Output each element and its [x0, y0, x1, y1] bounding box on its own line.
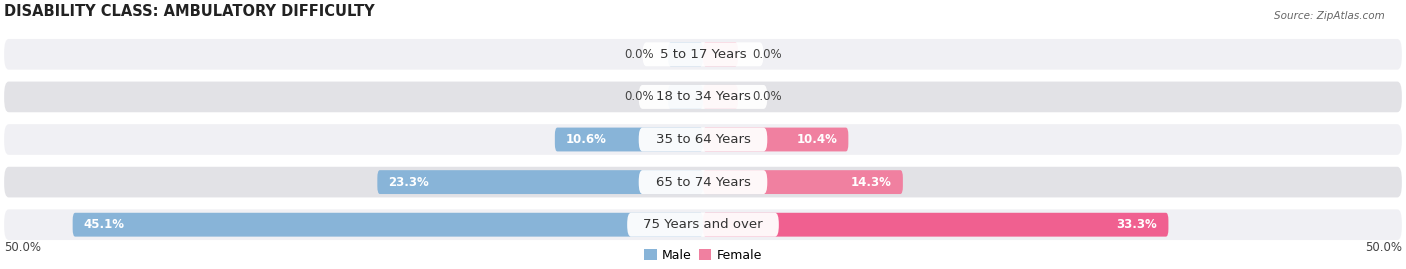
- Text: 50.0%: 50.0%: [4, 241, 41, 254]
- Text: 50.0%: 50.0%: [1365, 241, 1402, 254]
- Text: 33.3%: 33.3%: [1116, 218, 1157, 231]
- Text: DISABILITY CLASS: AMBULATORY DIFFICULTY: DISABILITY CLASS: AMBULATORY DIFFICULTY: [4, 4, 375, 19]
- Text: 35 to 64 Years: 35 to 64 Years: [655, 133, 751, 146]
- Text: 45.1%: 45.1%: [84, 218, 125, 231]
- FancyBboxPatch shape: [643, 42, 763, 66]
- FancyBboxPatch shape: [555, 128, 703, 151]
- Text: 0.0%: 0.0%: [624, 90, 654, 103]
- FancyBboxPatch shape: [703, 85, 738, 109]
- FancyBboxPatch shape: [638, 85, 768, 109]
- FancyBboxPatch shape: [627, 213, 779, 237]
- FancyBboxPatch shape: [703, 128, 848, 151]
- FancyBboxPatch shape: [4, 39, 1402, 70]
- FancyBboxPatch shape: [4, 124, 1402, 155]
- Text: 14.3%: 14.3%: [851, 176, 891, 189]
- FancyBboxPatch shape: [668, 43, 703, 66]
- Text: 23.3%: 23.3%: [388, 176, 429, 189]
- Text: Source: ZipAtlas.com: Source: ZipAtlas.com: [1274, 11, 1385, 21]
- FancyBboxPatch shape: [703, 170, 903, 194]
- FancyBboxPatch shape: [703, 43, 738, 66]
- Text: 10.6%: 10.6%: [567, 133, 607, 146]
- FancyBboxPatch shape: [668, 85, 703, 109]
- FancyBboxPatch shape: [703, 213, 1168, 237]
- Text: 5 to 17 Years: 5 to 17 Years: [659, 48, 747, 61]
- FancyBboxPatch shape: [4, 82, 1402, 112]
- Text: 10.4%: 10.4%: [796, 133, 837, 146]
- Text: 65 to 74 Years: 65 to 74 Years: [655, 176, 751, 189]
- Legend: Male, Female: Male, Female: [640, 244, 766, 267]
- FancyBboxPatch shape: [638, 128, 768, 151]
- Text: 0.0%: 0.0%: [624, 48, 654, 61]
- FancyBboxPatch shape: [377, 170, 703, 194]
- Text: 0.0%: 0.0%: [752, 90, 782, 103]
- Text: 18 to 34 Years: 18 to 34 Years: [655, 90, 751, 103]
- FancyBboxPatch shape: [4, 167, 1402, 197]
- Text: 75 Years and over: 75 Years and over: [643, 218, 763, 231]
- FancyBboxPatch shape: [638, 170, 768, 194]
- FancyBboxPatch shape: [4, 209, 1402, 240]
- FancyBboxPatch shape: [73, 213, 703, 237]
- Text: 0.0%: 0.0%: [752, 48, 782, 61]
